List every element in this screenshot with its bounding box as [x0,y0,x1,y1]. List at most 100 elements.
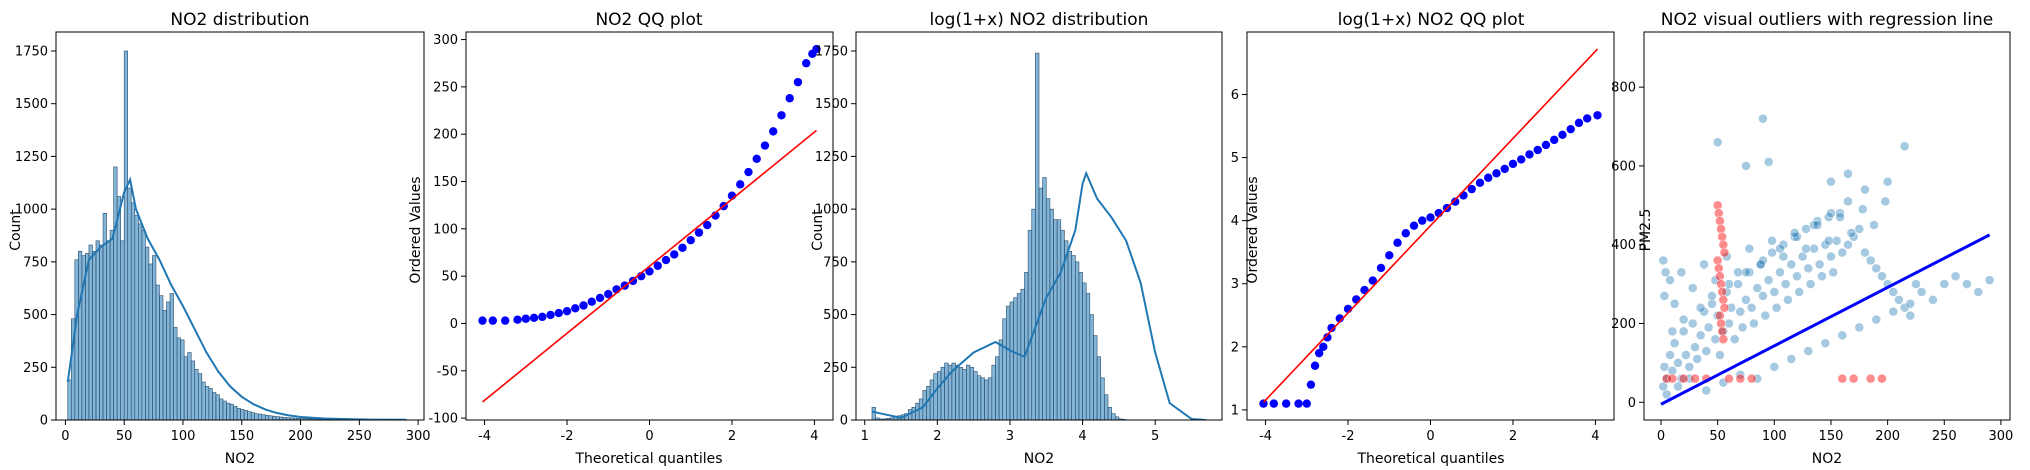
histogram-bar [159,295,164,420]
histogram-bar [208,388,213,420]
histogram-bar [123,50,129,420]
x-tick-label: 0 [61,429,69,444]
data-point [1692,354,1703,364]
qq-point [1566,124,1575,134]
data-point [1676,267,1687,278]
x-tick-label: -4 [1259,429,1272,444]
histogram-bar [1093,335,1098,420]
data-point [1769,287,1780,297]
data-point [1707,299,1717,309]
histogram-bar [229,403,234,420]
histogram-bar [130,202,136,420]
data-point [1789,232,1800,242]
outlier-point [1718,334,1729,344]
data-point [1973,287,1984,297]
data-point [1724,318,1734,329]
histogram-bar [1096,356,1102,420]
y-tick-label: 1 [1231,403,1239,418]
histogram-bar [190,360,196,420]
outlier-point [1690,373,1700,384]
y-tick-label: 1750 [15,44,48,59]
data-point [1843,239,1853,250]
histogram-bar [1056,219,1062,420]
data-point [1687,283,1698,293]
chart-title: NO2 distribution [170,10,309,30]
histogram-bar [141,229,146,420]
histogram-bar [155,284,160,420]
qq-point [653,261,662,270]
histogram-bar [169,293,174,420]
chart-title: log(1+x) NO2 QQ plot [1338,10,1525,30]
data-point [1888,306,1899,317]
qq-point [785,94,794,103]
data-point [1860,184,1870,195]
y-tick-label: 200 [1611,317,1636,332]
data-point [1792,271,1802,281]
qq-point [1319,342,1328,352]
qq-point [1269,399,1279,408]
data-point [1744,243,1755,254]
y-tick-label: 800 [1611,81,1636,96]
histogram-bar [998,339,1003,420]
data-point [1758,291,1768,301]
data-point [1699,306,1709,317]
y-axis-label: Ordered Values [1245,176,1261,283]
data-point [1741,267,1751,278]
x-tick-label: -2 [1342,429,1355,444]
histogram-bar [962,369,967,420]
data-point [1826,208,1836,218]
data-point [1794,287,1804,297]
histogram-bar [944,362,949,420]
data-point [1758,113,1768,124]
histogram-bar [222,400,227,420]
axes-frame [465,31,834,421]
histogram-bar [995,356,1000,420]
histogram-bar [247,411,252,420]
chart-title: NO2 QQ plot [595,10,702,30]
data-point [1681,350,1691,360]
data-point [1905,310,1916,321]
data-point [1837,330,1848,341]
data-point [1767,236,1777,246]
y-tick-label: 50 [441,270,458,285]
data-point [1854,322,1865,333]
data-point [1984,275,1995,285]
plot-area [871,52,1207,420]
qq-point [812,44,821,54]
histogram-bar [1031,208,1036,420]
data-point [1669,299,1680,309]
data-point [1843,169,1853,179]
histogram-bar [116,196,121,420]
histogram-bar [95,240,100,420]
histogram-bar [180,339,185,420]
data-point [1701,385,1712,396]
histogram-bar [1111,413,1116,420]
data-point [1786,259,1797,270]
qq-point [554,308,563,318]
y-tick-label: 750 [23,255,48,270]
data-point [1846,228,1857,238]
qq-point [1541,140,1551,150]
data-point [1659,362,1670,372]
qq-point [703,220,712,230]
data-point [1678,326,1689,337]
x-tick-label: 4 [810,429,818,444]
outlier-point [1718,295,1729,305]
histogram-bar [78,251,83,420]
qq-point [661,255,671,265]
histogram-bar [257,413,263,420]
histogram-bar [973,371,978,420]
y-tick-label: 200 [433,128,458,143]
y-tick-label: 750 [823,255,848,270]
chart-title: log(1+x) NO2 distribution [930,10,1149,30]
histogram-bar [987,377,993,420]
histogram-bar [92,251,97,420]
y-tick-label: 250 [823,361,848,376]
histogram-bar [138,223,143,420]
data-point [1715,350,1725,360]
histogram-bar [99,244,104,420]
x-axis-label: NO2 [1812,451,1842,467]
histogram-bar [980,377,985,420]
histogram-bar [113,166,118,420]
histogram-bar [1045,198,1051,420]
